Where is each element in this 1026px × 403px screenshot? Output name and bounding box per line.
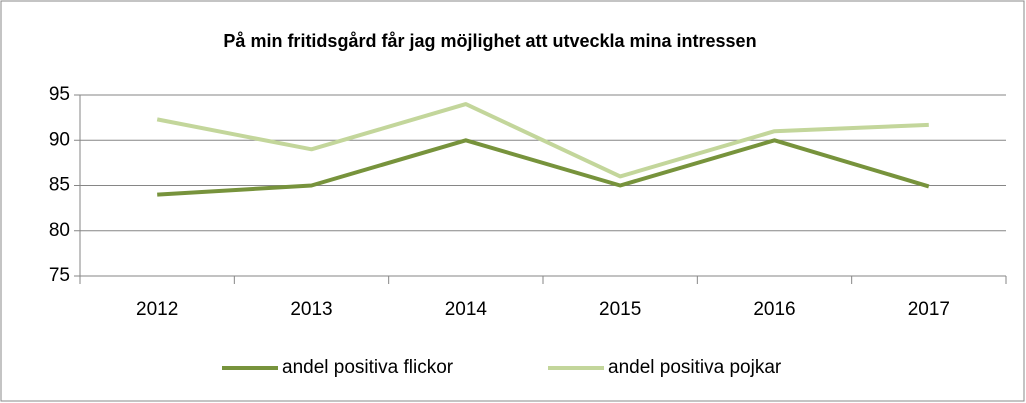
- legend-label: andel positiva pojkar: [608, 357, 782, 378]
- x-tick-label: 2017: [908, 299, 950, 320]
- x-tick-label: 2015: [599, 299, 641, 320]
- y-tick-label: 85: [49, 175, 70, 196]
- chart-title: På min fritidsgård får jag möjlighet att…: [223, 31, 756, 51]
- y-tick-label: 75: [49, 265, 70, 286]
- y-tick-label: 90: [49, 129, 70, 150]
- x-tick-label: 2012: [136, 299, 178, 320]
- x-tick-label: 2016: [753, 299, 795, 320]
- series-line: [156, 102, 929, 179]
- y-tick-label: 80: [49, 220, 70, 241]
- series-line: [157, 138, 930, 197]
- x-tick-label: 2014: [445, 299, 488, 320]
- legend-label: andel positiva flickor: [282, 357, 454, 378]
- y-tick-label: 95: [49, 84, 70, 105]
- x-tick-label: 2013: [290, 299, 332, 320]
